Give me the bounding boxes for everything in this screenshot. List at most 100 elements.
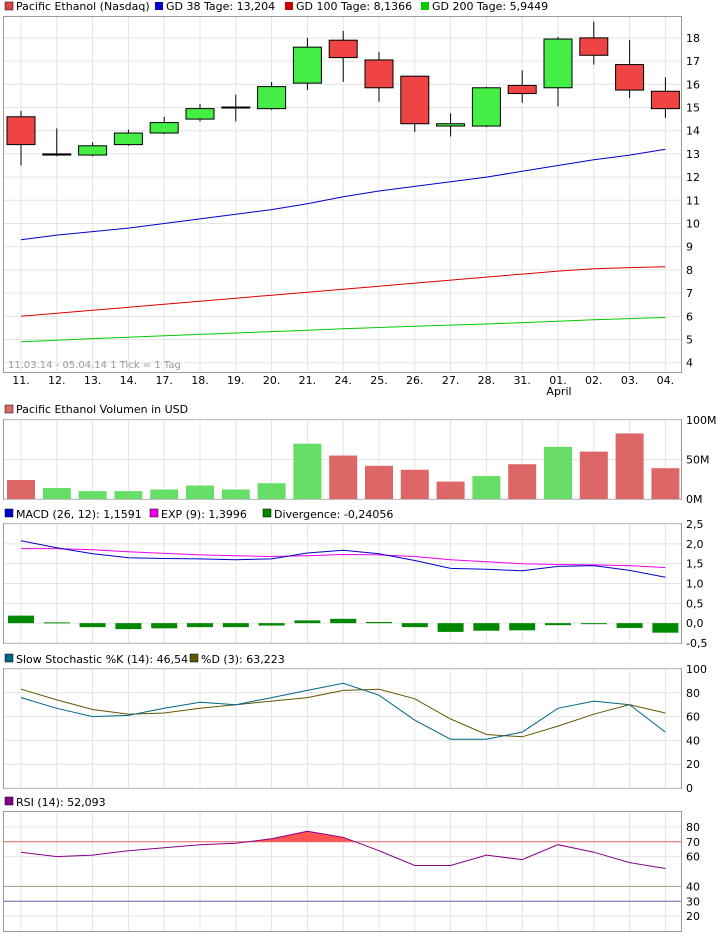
x-tick-label: 24. [334, 374, 352, 387]
candle-body [42, 153, 72, 156]
candle-body [149, 122, 179, 134]
x-tick-label: 28. [478, 374, 496, 387]
volume-y-axis: 0M 50M 100M [686, 414, 717, 506]
x-tick-label: 19. [227, 374, 245, 387]
price-tick-label: 17 [686, 55, 700, 68]
candle [471, 86, 501, 128]
volume-bar [365, 465, 393, 499]
legend-swatch-exp [149, 508, 159, 518]
x-tick-label: 17. [155, 374, 173, 387]
volume-tick-label: 0M [686, 493, 703, 506]
price-tick-label: 16 [686, 78, 700, 91]
legend-k-label: Slow Stochastic %K (14): 46,54 [16, 653, 188, 666]
stochastic-tick-label: 60 [686, 711, 700, 724]
divergence-bar [509, 623, 536, 631]
macd-tick-label: 0,5 [686, 597, 704, 610]
x-tick-label: 13. [84, 374, 102, 387]
price-panel: Pacific Ethanol (Nasdaq) GD 38 Tage: 13,… [3, 0, 700, 373]
ma38-line [20, 148, 666, 241]
candle-body [78, 145, 108, 156]
divergence-bar [366, 621, 392, 624]
candle-body [650, 90, 680, 110]
volume-bar [150, 489, 179, 499]
exp-line [21, 548, 666, 569]
x-tick-label: 02. [585, 374, 603, 387]
stochastic-plot-frame [3, 668, 682, 789]
candle-body [221, 106, 251, 109]
legend-ma100-label: GD 100 Tage: 8,1366 [296, 0, 412, 13]
divergence-bar [545, 623, 571, 626]
x-tick-label: 14. [120, 374, 138, 387]
candle [615, 40, 645, 99]
rsi-y-axis: 20 30 40 60 70 80 [686, 821, 700, 923]
x-axis-labels: 11. 12. 13. 14. 17. 18. 19. 20. 21. 24. 25. 26. 27. 2… [12, 374, 674, 387]
legend-d-label: %D (3): 63,223 [201, 653, 285, 666]
candle [328, 30, 358, 82]
rsi-tick-label: 70 [686, 836, 700, 849]
x-tick-label: 03. [621, 374, 639, 387]
price-y-axis: 4 5 6 7 8 9 10 11 12 13 14 15 16 17 18 [686, 32, 700, 370]
candle [436, 113, 466, 137]
candle-body [436, 123, 466, 127]
macd-y-axis: -0,5 0,0 0,5 1,0 1,5 2,0 2,5 [686, 518, 707, 650]
candle [543, 36, 573, 107]
divergence-bar [437, 623, 464, 632]
x-tick-label: 27. [442, 374, 460, 387]
divergence-bar [258, 623, 285, 626]
price-tick-label: 6 [686, 310, 693, 323]
candle [113, 129, 143, 146]
rsi-tick-label: 30 [686, 895, 700, 908]
divergence-bar [79, 623, 106, 628]
volume-bar [329, 455, 358, 499]
stochastic-grid [4, 668, 681, 789]
macd-panel: MACD (26, 12): 1,1591 EXP (9): 1,3996 Di… [3, 508, 707, 650]
price-tick-label: 9 [686, 241, 693, 254]
volume-bar [651, 468, 680, 499]
price-tick-label: 5 [686, 334, 693, 347]
divergence-bar [294, 620, 321, 624]
stochastic-tick-label: 80 [686, 687, 700, 700]
volume-tick-label: 50M [686, 454, 710, 467]
volume-bar [472, 476, 501, 499]
volume-bar [400, 469, 429, 499]
divergence-bar [8, 615, 34, 624]
candle-body [400, 75, 430, 125]
ma100-line [20, 266, 666, 317]
candle [6, 110, 36, 166]
candle [257, 81, 287, 110]
divergence-bar [187, 623, 213, 628]
divergence-bar [222, 623, 249, 628]
candle-body [185, 108, 215, 120]
divergence-bar [330, 618, 357, 624]
divergence-bar [473, 623, 500, 631]
candle [579, 21, 609, 65]
candle [185, 104, 215, 122]
candle-body [543, 38, 573, 89]
volume-bar [544, 446, 572, 499]
stochastic-tick-label: 100 [686, 663, 707, 676]
candle-body [615, 64, 645, 91]
divergence-bar [580, 623, 607, 625]
price-tick-label: 10 [686, 218, 700, 231]
rsi-overbought-fill [247, 831, 356, 842]
candle [78, 142, 108, 157]
rsi-line [20, 830, 666, 869]
candle-body [113, 132, 143, 146]
candle-body [579, 37, 609, 56]
x-tick-label: 20. [263, 374, 281, 387]
price-tick-label: 13 [686, 148, 700, 161]
candle-body [507, 84, 537, 95]
x-tick-label: 26. [406, 374, 424, 387]
legend-ma38-label: GD 38 Tage: 13,204 [166, 0, 275, 13]
x-tick-label: 25. [370, 374, 388, 387]
candle [149, 116, 179, 135]
stochastic-k-line [20, 682, 666, 740]
x-tick-label: 31. [513, 374, 531, 387]
divergence-bar [616, 623, 643, 628]
price-legend: Pacific Ethanol (Nasdaq) GD 38 Tage: 13,… [4, 0, 548, 13]
rsi-plot-frame [3, 811, 682, 932]
macd-tick-label: -0,5 [686, 637, 707, 650]
volume-bar [42, 487, 71, 499]
candles [6, 21, 680, 166]
macd-tick-label: 1,5 [686, 558, 704, 571]
